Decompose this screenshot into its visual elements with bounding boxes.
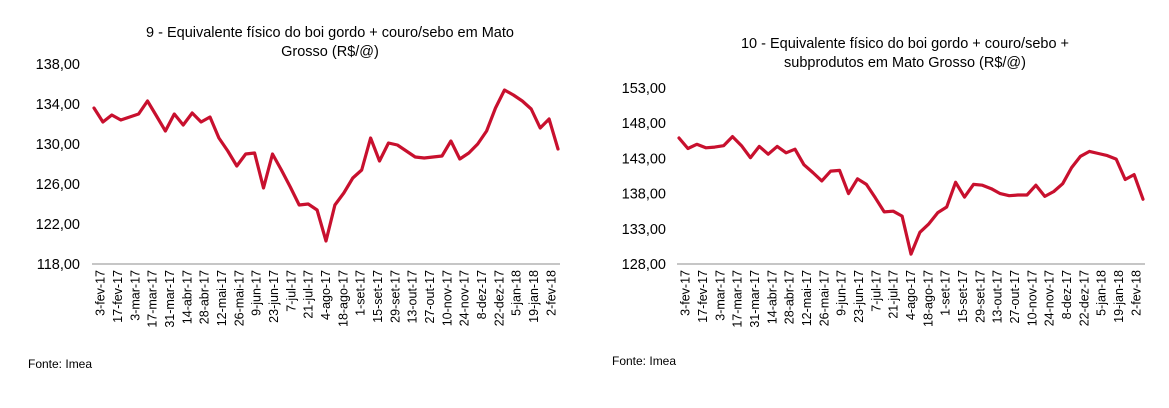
x-tick-label: 13-out-17	[991, 270, 1005, 324]
x-tick-label: 27-out-17	[1008, 270, 1022, 324]
y-tick-label: 138,00	[622, 187, 666, 203]
x-tick-label: 12-mai-17	[800, 270, 814, 326]
x-tick-label: 9-jun-17	[250, 270, 264, 316]
x-tick-label: 3-mar-17	[713, 270, 727, 321]
x-tick-label: 12-mai-17	[215, 270, 229, 326]
line-chart-10: 153,00 148,00 143,00 138,00 133,00 128,00 3-fe…	[622, 81, 1145, 328]
x-tick-label: 7-jul-17	[284, 270, 298, 312]
x-tick-label: 15-set-17	[956, 270, 970, 323]
x-tick-label: 18-ago-17	[336, 270, 350, 327]
chart-title-line-2: Grosso (R$/@)	[281, 44, 379, 60]
x-tick-label: 17-fev-17	[696, 270, 710, 323]
y-tick-label: 143,00	[622, 151, 666, 167]
x-tick-label: 31-mar-17	[163, 270, 177, 328]
y-tick-label: 130,00	[36, 137, 80, 153]
x-tick-label: 31-mar-17	[748, 270, 762, 328]
x-tick-label: 10-nov-17	[440, 270, 454, 326]
x-tick-label: 13-out-17	[406, 270, 420, 324]
y-tick-label: 153,00	[622, 81, 666, 97]
x-tick-label: 26-mai-17	[232, 270, 246, 326]
y-tick-label: 122,00	[36, 217, 80, 233]
x-tick-label: 18-ago-17	[921, 270, 935, 327]
x-tick-label: 8-dez-17	[475, 270, 489, 319]
x-tick-label: 23-jun-17	[267, 270, 281, 323]
x-tick-label: 17-fev-17	[111, 270, 125, 323]
x-tick-label: 1-set-17	[354, 270, 368, 316]
chart-title-line-1: 9 - Equivalente físico do boi gordo + co…	[146, 25, 514, 41]
x-tick-label: 3-fev-17	[679, 270, 693, 316]
chart-title: 10 - Equivalente físico do boi gordo + c…	[695, 35, 1115, 73]
x-tick-label: 17-mar-17	[731, 270, 745, 328]
x-tick-label: 19-jan-18	[1112, 270, 1126, 323]
x-tick-label: 14-abr-17	[765, 270, 779, 324]
x-tick-label: 5-jan-18	[510, 270, 524, 316]
series-line	[92, 88, 560, 243]
x-tick-label: 22-dez-17	[492, 270, 506, 326]
x-tick-label: 1-set-17	[939, 270, 953, 316]
x-tick-label: 29-set-17	[973, 270, 987, 323]
x-tick-label: 17-mar-17	[146, 270, 160, 328]
x-tick-label: 7-jul-17	[869, 270, 883, 312]
chart-panel-10: 10 - Equivalente físico do boi gordo + c…	[590, 0, 1169, 408]
x-tick-label: 27-out-17	[423, 270, 437, 324]
x-tick-label: 3-fev-17	[94, 270, 108, 316]
x-tick-label: 2-fev-18	[544, 270, 558, 316]
source-note: Fonte: Imea	[612, 354, 677, 368]
x-tick-label: 26-mai-17	[817, 270, 831, 326]
x-tick-label: 4-ago-17	[904, 270, 918, 320]
y-tick-label: 128,00	[622, 257, 666, 273]
chart-title-line-2: subprodutos em Mato Grosso (R$/@)	[784, 55, 1026, 71]
y-tick-label: 118,00	[37, 257, 80, 273]
chart-title: 9 - Equivalente físico do boi gordo + co…	[110, 24, 550, 62]
x-tick-label: 9-jun-17	[835, 270, 849, 316]
chart-title-line-1: 10 - Equivalente físico do boi gordo + c…	[740, 36, 1070, 52]
x-tick-label: 29-set-17	[388, 270, 402, 323]
series-line	[677, 135, 1145, 256]
x-tick-label: 4-ago-17	[319, 270, 333, 320]
y-tick-label: 134,00	[36, 97, 80, 113]
x-tick-label: 19-jan-18	[527, 270, 541, 323]
x-tick-label: 24-nov-17	[1043, 270, 1057, 326]
x-tick-label: 8-dez-17	[1060, 270, 1074, 319]
y-tick-label: 126,00	[36, 177, 80, 193]
source-note: Fonte: Imea	[28, 357, 93, 371]
x-tick-label: 21-jul-17	[302, 270, 316, 319]
x-tick-label: 28-abr-17	[198, 270, 212, 324]
x-tick-label: 21-jul-17	[887, 270, 901, 319]
y-tick-label: 148,00	[622, 116, 666, 132]
x-tick-label: 14-abr-17	[180, 270, 194, 324]
x-tick-label: 22-dez-17	[1077, 270, 1091, 326]
x-tick-label: 28-abr-17	[783, 270, 797, 324]
x-tick-label: 10-nov-17	[1025, 270, 1039, 326]
line-chart-9: 138,00 134,00 130,00 126,00 122,00 118,00 3-fe…	[36, 57, 560, 328]
x-tick-label: 23-jun-17	[852, 270, 866, 323]
x-tick-label: 3-mar-17	[128, 270, 142, 321]
y-tick-label: 133,00	[622, 222, 666, 238]
x-tick-label: 5-jan-18	[1095, 270, 1109, 316]
x-tick-label: 15-set-17	[371, 270, 385, 323]
x-tick-label: 24-nov-17	[458, 270, 472, 326]
y-tick-label: 138,00	[36, 57, 80, 73]
chart-panel-9: 9 - Equivalente físico do boi gordo + co…	[0, 0, 580, 408]
x-tick-label: 2-fev-18	[1129, 270, 1143, 316]
